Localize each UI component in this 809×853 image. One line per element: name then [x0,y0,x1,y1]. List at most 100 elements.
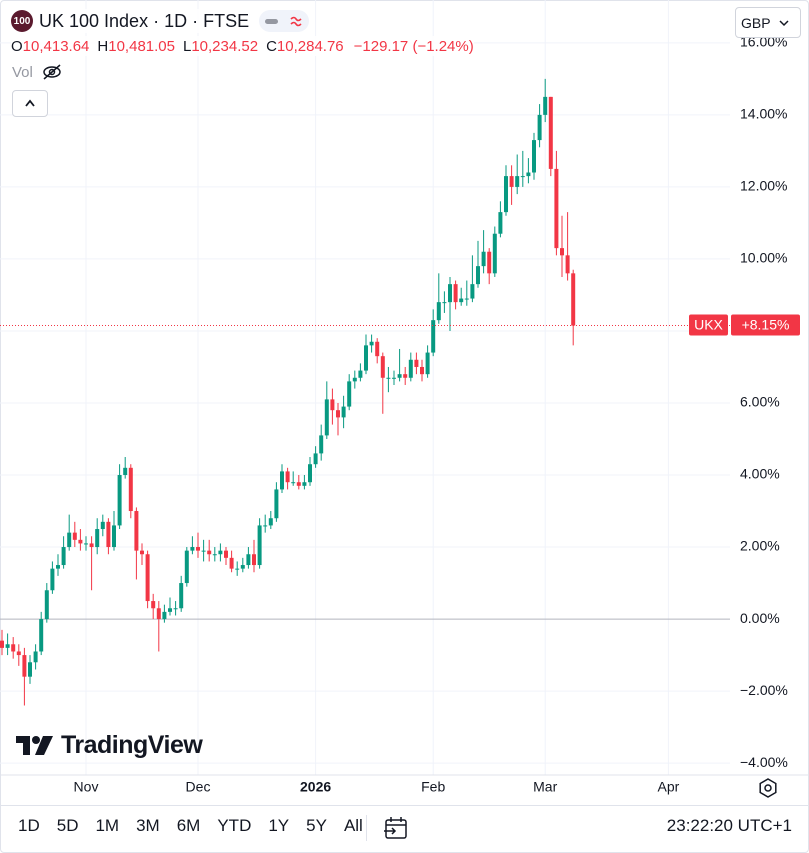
currency-button[interactable]: GBP [735,7,801,38]
candle-body [168,608,172,612]
candle-body [224,550,228,558]
goto-date-icon[interactable] [383,815,409,841]
candle-body [16,651,21,656]
candle-body [341,406,346,418]
candle-body [162,611,167,620]
candle-body [128,467,133,512]
y-tick-label: 12.00% [740,178,787,194]
candle-body [537,114,542,141]
candle-body [145,554,150,602]
ohlc-key: O [11,37,23,55]
candle-body [151,601,156,609]
candle-body [196,547,200,551]
candle-body [324,399,329,436]
candle-body [386,377,391,379]
candle-body [235,568,240,570]
x-tick-label: Mar [533,779,557,795]
candle-body [425,352,430,375]
candle-body [481,251,486,267]
candle-body [274,489,279,519]
symbol-tag [689,314,728,336]
candle-body [375,341,380,357]
candle-body [408,359,413,378]
range-button[interactable]: 1M [95,816,120,835]
candle-body [392,377,396,379]
range-button[interactable]: All [343,816,363,835]
candle-body [252,554,256,566]
candle-body [84,543,88,545]
candle-body [240,565,245,569]
candle-body [184,550,189,584]
candle-body [28,662,32,677]
ohlc-key: C [266,37,277,55]
currency-label: GBP [741,14,771,31]
candle-body [548,96,553,169]
candle-body [117,475,122,526]
candle-body [397,374,402,378]
candle-body [190,547,195,551]
candle-body [352,377,357,382]
candle-body [442,302,447,304]
candle-body [532,140,536,173]
ohlc-value: 10,234.52 [191,37,259,55]
ohlc-value: 10,284.76 [276,37,344,55]
y-tick-label: 0.00% [740,610,780,626]
candle-body [296,482,301,486]
range-button[interactable]: 5D [56,816,79,835]
candle-body [403,374,408,378]
candle-body [11,644,16,652]
toolbar-separator [366,815,367,841]
range-button[interactable]: 3M [136,816,160,835]
y-tick-label: 6.00% [740,394,780,410]
volume-row: Vol [12,62,63,82]
settings-icon[interactable] [757,777,779,799]
range-button[interactable]: 5Y [306,816,327,835]
x-tick-label: Dec [186,779,211,795]
symbol-title[interactable]: UK 100 Index · 1D · FTSE [39,10,250,31]
toolbar-divider [0,805,809,806]
candle-body [285,471,290,483]
candle-body [291,482,296,484]
candle-body [67,532,72,548]
volume-label: Vol [12,63,33,81]
price-tag-text: +8.15% [742,316,790,332]
y-tick-label: 10.00% [740,250,787,266]
candle-body [336,410,340,418]
candle-body [140,550,144,555]
candle-body [571,273,576,326]
header: 100 UK 100 Index · 1D · FTSE [11,9,310,33]
candle-body [22,655,27,677]
ohlc-value: 10,481.05 [108,37,175,55]
candle-body [268,518,273,526]
ohlc-row: O 10,413.64 H 10,481.05 L 10,234.52 C 10,284.76… [11,36,474,56]
candle-body [492,233,497,274]
candle-body [207,550,212,555]
candle-body [504,176,508,213]
candle-body [39,619,44,652]
candle-body [0,640,4,648]
clock[interactable]: 23:22:20 UTC+1 [666,816,792,835]
range-button[interactable]: 1Y [268,816,290,835]
y-tick-label: 14.00% [740,106,787,122]
range-button[interactable]: 1D [18,816,40,835]
candle-body [380,356,385,378]
candle-body [520,176,525,178]
candle-body [313,453,318,465]
candle-body [453,284,458,303]
range-button[interactable]: YTD [217,816,252,835]
candle-body [347,381,352,407]
hide-icon[interactable] [41,62,63,82]
candle-body [179,583,184,609]
range-button[interactable]: 6M [176,816,201,835]
candle-body [330,399,335,411]
candle-body [498,212,503,234]
status-pill[interactable] [259,10,310,32]
candle-body [33,651,38,663]
candle-body [420,366,424,375]
candle-body [246,554,251,566]
candle-body [72,532,77,540]
candle-body [470,284,475,299]
candle-body [263,525,268,527]
collapse-button[interactable] [12,90,48,117]
